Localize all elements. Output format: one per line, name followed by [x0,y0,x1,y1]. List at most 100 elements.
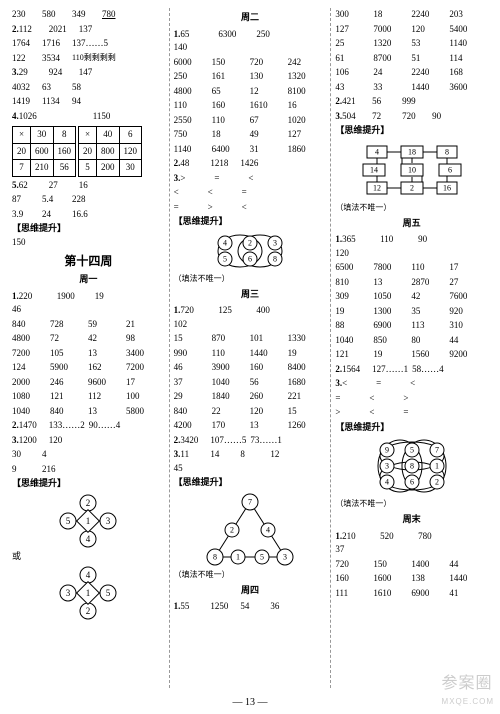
data-row: 6500780011017 [335,261,488,275]
val: 840 [174,405,212,419]
val: 6500 [335,261,373,275]
val: 1440 [411,81,449,95]
val: 44 [449,558,487,572]
svg-text:6: 6 [410,478,414,487]
cell: 800 [97,143,120,160]
val: 2240 [411,8,449,22]
val: 27 [449,276,487,290]
val: 1218 [210,157,240,171]
val: 1080 [12,390,50,404]
val: 999 [402,95,432,109]
val: 61 [335,52,373,66]
val [49,110,93,124]
val: 150 [212,56,250,70]
val: 102 [174,318,212,332]
week-title: 第十四周 [12,252,165,270]
brain-label: 【思维提升】 [174,476,327,490]
cell: 210 [31,160,54,177]
data-row: ><= [335,406,488,420]
val: 13 [88,405,126,419]
val: > [335,406,369,420]
item-1: 1. [174,28,181,42]
val: 106 [335,66,373,80]
brain-label: 【思维提升】 [12,477,165,491]
svg-text:1: 1 [86,516,91,526]
data-row: 61870051114 [335,52,488,66]
val: 72 [50,332,88,346]
data-row: 2501611301320 [174,70,327,84]
triangle-diagram: 7 24 81 53 [205,492,295,567]
item-1: 1. [335,233,342,247]
val: 15 [174,332,212,346]
val: 1610 [250,99,288,113]
data-row: 7200105133400 [12,347,165,361]
item-2: 2. [335,363,342,377]
val: 1140 [449,37,487,51]
val: 8400 [288,361,326,375]
val: 30 [12,448,42,462]
item-1: 1. [335,530,342,544]
val: 120 [335,247,373,261]
val: 2021 [49,23,79,37]
svg-text:16: 16 [443,183,451,192]
val: 137……5 [72,37,112,51]
val: 228 [72,193,102,207]
svg-text:8: 8 [213,552,217,561]
data-row: 433314403600 [335,81,488,95]
val: 309 [335,290,373,304]
svg-text:14: 14 [370,165,378,174]
val: 110 [174,99,212,113]
val: 8700 [373,52,411,66]
val: 580 [42,8,72,22]
svg-text:5: 5 [410,446,414,455]
val: 1716 [42,37,72,51]
val: 11 [180,448,210,462]
svg-text:2: 2 [435,478,439,487]
val: 1260 [288,419,326,433]
data-row: 12770001205400 [335,23,488,37]
item-3: 3. [174,448,181,462]
val: 1200 [19,434,49,448]
val: 870 [212,332,250,346]
val: 1426 [240,157,270,171]
box-diagram: 4188 14106 12216 [357,140,467,200]
val: 48 [180,157,210,171]
grid-circles-diagram: 957 381 462 [372,436,452,496]
val: 221 [288,390,326,404]
svg-text:4: 4 [375,147,379,156]
val: 7800 [373,261,411,275]
val: > [403,392,437,406]
val: 54 [240,600,270,614]
val: 125 [218,304,256,318]
page-number: — 13 — [0,695,500,710]
data-row: 3.>=< [174,172,327,186]
data-row: 3091050427600 [335,290,488,304]
data-row: 2000246960017 [12,376,165,390]
val: 124 [12,361,50,375]
data-row: 1.720125400102 [174,304,327,331]
svg-text:2: 2 [230,525,234,534]
val: 4200 [174,419,212,433]
watermark-text: 参案圈 [442,675,493,692]
val: 24 [373,66,411,80]
val: 1440 [250,347,288,361]
val: 110 [212,114,250,128]
brain-label: 【思维提升】 [335,421,488,435]
val: 62 [19,179,49,193]
cell: 120 [119,143,142,160]
val: 19 [95,290,133,304]
val: 110 [380,233,418,247]
val: > [180,172,214,186]
data-row: 6000150720242 [174,56,327,70]
val: 3420 [180,434,210,448]
val: 850 [373,334,411,348]
val: 13 [373,276,411,290]
val: 110剩剩剩剩 [72,52,120,66]
cell: 20 [79,143,97,160]
val: 45 [174,462,204,476]
val: 90 [418,233,456,247]
val: 720 [335,558,373,572]
data-row: 3.<=< [335,377,488,391]
val: 42 [88,332,126,346]
val: 111 [335,587,373,601]
